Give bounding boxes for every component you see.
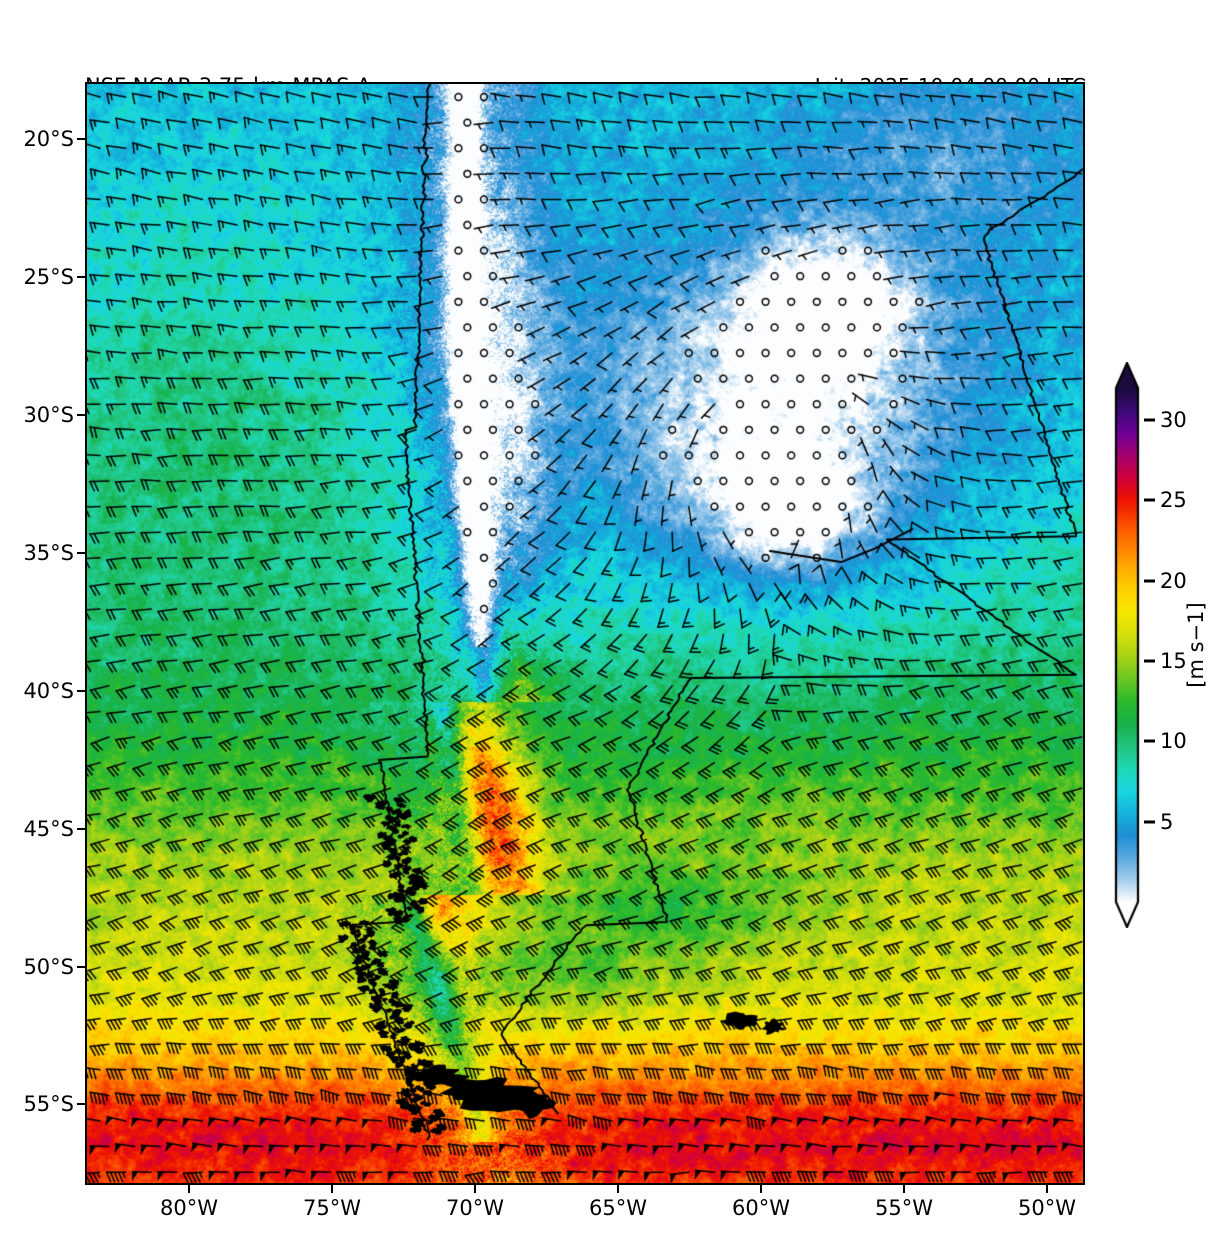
- colorbar-tick-label-0: 30: [1160, 408, 1187, 433]
- ytick-label-6: 50°S: [23, 954, 74, 979]
- ytick-label-4: 40°S: [23, 678, 74, 703]
- colorbar: 30 25 20 15 10 5 [m s−1]: [1110, 362, 1228, 928]
- colorbar-tick-mark: [1144, 418, 1155, 422]
- xtick-mark: [760, 1185, 762, 1193]
- xtick-label-6: 50°W: [1018, 1196, 1076, 1220]
- xtick-label-5: 55°W: [875, 1196, 933, 1220]
- xtick-label-2: 70°W: [446, 1196, 504, 1220]
- ytick-mark: [77, 276, 85, 279]
- xtick-mark: [1046, 1185, 1048, 1193]
- colorbar-tick-mark: [1144, 820, 1155, 824]
- xtick-mark: [617, 1185, 619, 1193]
- ytick-label-5: 45°S: [23, 816, 74, 841]
- colorbar-tick-label-2: 20: [1160, 568, 1187, 593]
- colorbar-tick-mark: [1144, 579, 1155, 583]
- colorbar-tick-mark: [1144, 498, 1155, 502]
- ytick-mark: [77, 827, 85, 830]
- ytick-mark: [77, 689, 85, 692]
- ytick-label-7: 55°S: [23, 1092, 74, 1117]
- xtick-mark: [188, 1185, 190, 1193]
- colorbar-tick-label-1: 25: [1160, 488, 1187, 513]
- ytick-label-0: 20°S: [23, 127, 74, 152]
- xtick-label-1: 75°W: [303, 1196, 361, 1220]
- ytick-mark: [77, 965, 85, 968]
- colorbar-tick-label-4: 10: [1160, 729, 1187, 754]
- colorbar-tick-mark: [1144, 659, 1155, 663]
- ytick-mark: [77, 1103, 85, 1106]
- wind-speed-field: [87, 84, 1083, 1183]
- ytick-label-2: 30°S: [23, 403, 74, 428]
- xtick-label-0: 80°W: [160, 1196, 218, 1220]
- xtick-mark: [331, 1185, 333, 1193]
- colorbar-tick-label-5: 5: [1160, 809, 1174, 834]
- colorbar-axis-label: [m s−1]: [1184, 602, 1208, 688]
- xtick-label-4: 60°W: [732, 1196, 790, 1220]
- xtick-mark: [903, 1185, 905, 1193]
- ytick-mark: [77, 551, 85, 554]
- colorbar-gradient: [1110, 362, 1144, 928]
- ytick-mark: [77, 138, 85, 141]
- xtick-mark: [474, 1185, 476, 1193]
- colorbar-tick-label-3: 15: [1160, 649, 1187, 674]
- map-plot-area: [85, 82, 1085, 1185]
- colorbar-tick-mark: [1144, 739, 1155, 743]
- ytick-mark: [77, 414, 85, 417]
- xtick-label-3: 65°W: [589, 1196, 647, 1220]
- ytick-label-3: 35°S: [23, 540, 74, 565]
- ytick-label-1: 25°S: [23, 265, 74, 290]
